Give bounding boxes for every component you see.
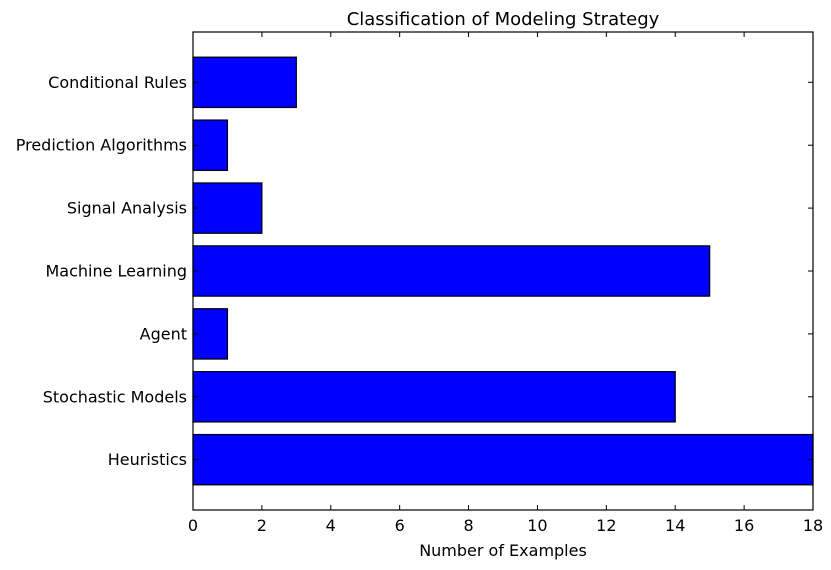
x-tick-label-14: 14 — [665, 516, 685, 535]
y-tick-label-heuristics: Heuristics — [108, 450, 187, 469]
labels-layer: Heuristics Stochastic Models Agent Machine … — [16, 73, 823, 535]
x-tick-label-2: 2 — [257, 516, 267, 535]
y-tick-label-signal-analysis: Signal Analysis — [67, 199, 187, 218]
plot-frame — [192, 31, 814, 511]
bar-prediction-algorithms — [192, 119, 229, 171]
x-tick-label-16: 16 — [734, 516, 754, 535]
bar-machine-learning — [192, 245, 711, 297]
bar-stochastic-models — [192, 371, 676, 423]
y-tick-label-stochastic-models: Stochastic Models — [43, 387, 187, 406]
x-axis-label: Number of Examples — [419, 541, 587, 560]
bar-signal-analysis — [192, 182, 263, 234]
x-tick-label-18: 18 — [803, 516, 823, 535]
x-tick-label-12: 12 — [596, 516, 616, 535]
y-tick-label-conditional-rules: Conditional Rules — [48, 73, 187, 92]
bar-conditional-rules — [192, 56, 297, 109]
x-tick-label-4: 4 — [326, 516, 336, 535]
bars-layer — [192, 56, 814, 486]
ticks-layer — [192, 32, 814, 510]
x-tick-label-10: 10 — [527, 516, 547, 535]
x-tick-label-6: 6 — [395, 516, 405, 535]
chart-title: Classification of Modeling Strategy — [347, 9, 660, 30]
x-tick-label-8: 8 — [463, 516, 473, 535]
y-tick-label-agent: Agent — [140, 324, 187, 343]
bar-heuristics — [192, 433, 814, 486]
x-tick-label-0: 0 — [188, 516, 198, 535]
bar-agent — [192, 308, 229, 360]
y-tick-label-prediction-algorithms: Prediction Algorithms — [16, 136, 187, 155]
y-tick-label-machine-learning: Machine Learning — [45, 262, 187, 281]
